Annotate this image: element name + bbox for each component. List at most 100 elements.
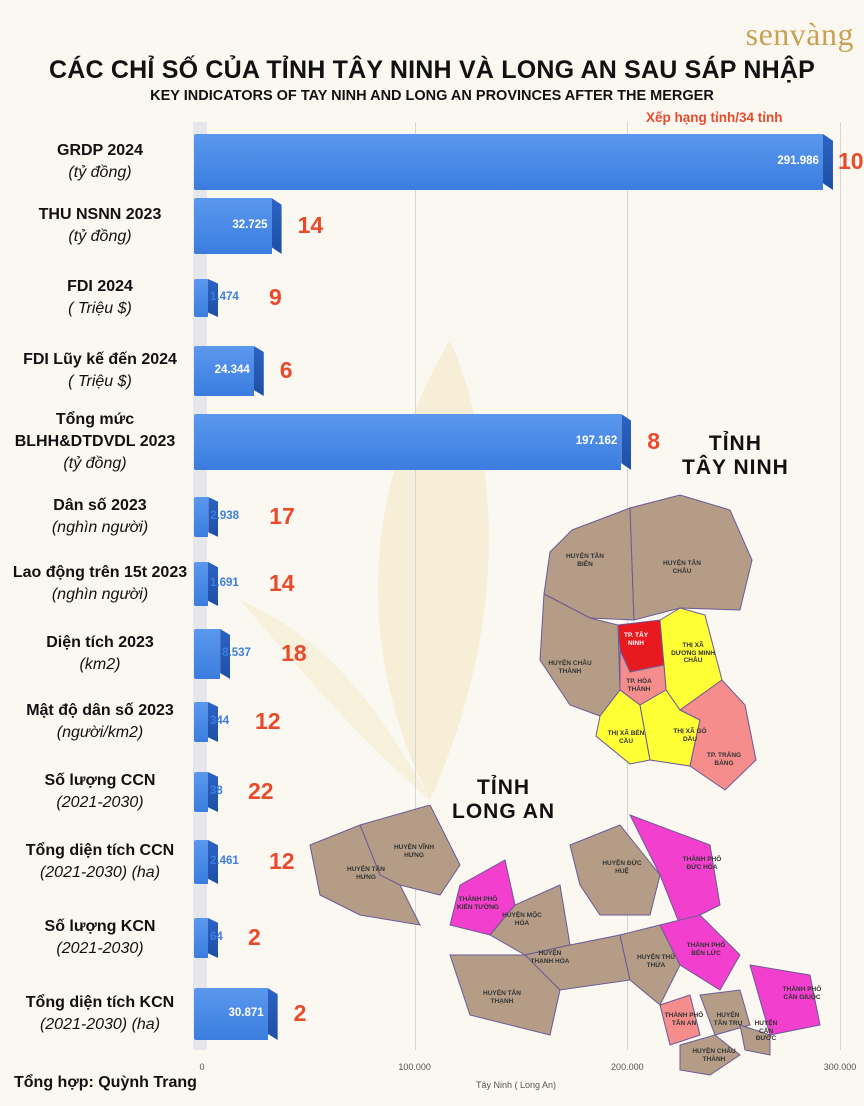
- category-unit: (người/km2): [56, 724, 144, 741]
- category-label: Tổng diện tích KCN (2021-2030) (ha): [0, 992, 200, 1036]
- rank-label: 14: [297, 212, 324, 238]
- district-label: THÀNH PHỐ TÂN AN: [664, 1012, 704, 1027]
- category-label: Mật độ dân số 2023 (người/km2): [0, 700, 200, 744]
- bar-side: [220, 629, 231, 679]
- category-unit: (km2): [79, 656, 121, 673]
- category-unit: (2021-2030): [56, 940, 144, 957]
- district-label: HUYỆN ĐỨC HUỆ: [602, 860, 642, 875]
- bar-front: [194, 279, 208, 317]
- bar-value-label: 2.461: [210, 855, 239, 867]
- gridline: [414, 122, 416, 1050]
- category-unit: (nghìn người): [51, 519, 149, 536]
- category-name: THU NSNN 2023: [38, 206, 162, 223]
- long-an-map-title: TỈNH LONG AN: [452, 776, 555, 824]
- district-label: HUYỆN TÂN BIÊN: [566, 553, 604, 568]
- rank-label: 2: [293, 1000, 307, 1026]
- bar-value-label: 2.938: [210, 510, 240, 522]
- long-an-title-line1: TỈNH: [477, 776, 531, 799]
- category-label: THU NSNN 2023 (tỷ đồng): [0, 204, 200, 248]
- category-unit: (2021-2030): [56, 794, 144, 811]
- tay-ninh-title-line1: TỈNH: [708, 432, 762, 455]
- bar-front: [194, 134, 823, 190]
- category-name: Tổng diện tích CCN: [25, 842, 175, 859]
- bar-side: [621, 414, 632, 470]
- bar-front: [194, 562, 208, 606]
- district-label: HUYỆN TÂN CHÂU: [663, 560, 701, 575]
- district-label: HUYỆN TÂN HƯNG: [347, 866, 385, 881]
- district-label: HUYỆN MỘC HÓA: [502, 912, 542, 927]
- district-label: TP. HÒA THÀNH: [626, 678, 652, 693]
- category-name: Dân số 2023: [53, 497, 147, 514]
- category-name: Tổng mức BLHH&DTDVDL 2023: [14, 411, 176, 450]
- district-label: HUYỆN VĨNH HƯNG: [393, 844, 435, 859]
- bar-side: [253, 346, 264, 396]
- x-tick-label: 200.000: [611, 1062, 644, 1072]
- bar-front: [194, 497, 209, 537]
- long-an-map: [309, 805, 821, 1076]
- category-label: Diện tích 2023 (km2): [0, 632, 200, 676]
- tay-ninh-map: [539, 494, 757, 791]
- bar-front: [194, 198, 272, 254]
- rank-label: 10: [838, 148, 864, 174]
- bar-value-label: 197.162: [575, 435, 618, 447]
- rank-label: 18: [281, 640, 307, 666]
- category-label: FDI Lũy kế đến 2024 ( Triệu $): [0, 349, 200, 393]
- bar-side: [208, 840, 218, 884]
- category-unit: (tỷ đồng): [63, 455, 127, 472]
- category-name: FDI 2024: [67, 278, 133, 295]
- district-label: TP. TRẢNG BÀNG: [706, 752, 742, 767]
- district-label: HUYỆN CHÂU THÀNH: [548, 660, 592, 675]
- rank-label: 12: [269, 848, 295, 874]
- category-name: Lao động trên 15t 2023: [12, 564, 188, 581]
- x-tick-label: 100.000: [398, 1062, 431, 1072]
- bar-value-label: 32.725: [232, 219, 268, 231]
- bar-front: [194, 414, 622, 470]
- rank-note: Xếp hạng tỉnh/34 tỉnh: [646, 110, 783, 125]
- bar-front: [194, 918, 208, 958]
- bar-front: [194, 629, 221, 679]
- district-label: THÀNH PHỐ BẾN LỨC: [686, 942, 726, 957]
- bar-front: [194, 346, 254, 396]
- rank-label: 17: [269, 503, 295, 529]
- rank-label: 9: [269, 284, 282, 310]
- bar-value-label: 1.691: [210, 577, 239, 589]
- bar-side: [267, 988, 278, 1040]
- district-label: TP. TÂY NINH: [623, 632, 649, 647]
- tay-ninh-title-line2: TÂY NINH: [682, 456, 789, 479]
- district-label: THÀNH PHỐ CẦN GIUỘC: [782, 986, 822, 1001]
- bar-side: [822, 134, 833, 190]
- gridline: [840, 122, 841, 1050]
- rank-label: 6: [279, 357, 293, 383]
- category-unit: (tỷ đồng): [68, 228, 132, 245]
- rank-label: 8: [647, 428, 661, 454]
- tay-ninh-map-title: TỈNH TÂY NINH: [682, 432, 789, 480]
- bar-value-label: 1.474: [210, 291, 239, 303]
- bar-value-label: 24.344: [214, 364, 250, 376]
- bar-value-label: 291.986: [777, 155, 819, 167]
- page-title: CÁC CHỈ SỐ CỦA TỈNH TÂY NINH VÀ LONG AN …: [48, 56, 815, 84]
- category-label: Lao động trên 15t 2023 (nghìn người): [0, 562, 200, 606]
- bar-value-label: 8.537: [222, 647, 251, 659]
- page-subtitle: KEY INDICATORS OF TAY NINH AND LONG AN P…: [150, 88, 714, 104]
- category-name: Diện tích 2023: [46, 634, 154, 651]
- district-label: THỊ XÃ BẾN CẦU: [607, 730, 645, 745]
- brand-logo: senvàng: [745, 16, 854, 52]
- bar-side: [208, 772, 218, 812]
- bar-value-label: 64: [210, 931, 223, 943]
- category-name: Tổng diện tích KCN: [25, 994, 175, 1011]
- long-an-title-line2: LONG AN: [452, 800, 556, 823]
- bar-front: [194, 702, 208, 742]
- category-name: Số lượng KCN: [44, 918, 156, 935]
- category-name: FDI Lũy kế đến 2024: [23, 351, 177, 368]
- bar-side: [208, 497, 219, 537]
- x-tick-label: 0: [199, 1062, 205, 1072]
- rank-label: 14: [269, 570, 295, 596]
- rank-label: 12: [255, 708, 281, 734]
- bar-front: [194, 772, 208, 812]
- bar-side: [208, 918, 218, 958]
- bar-front: [194, 988, 268, 1040]
- rank-label: 2: [248, 924, 261, 950]
- district-label: HUYỆN TÂN TRỤ: [713, 1012, 743, 1027]
- category-label: Dân số 2023 (nghìn người): [0, 495, 200, 539]
- category-label: Tổng mức BLHH&DTDVDL 2023 (tỷ đồng): [0, 409, 190, 475]
